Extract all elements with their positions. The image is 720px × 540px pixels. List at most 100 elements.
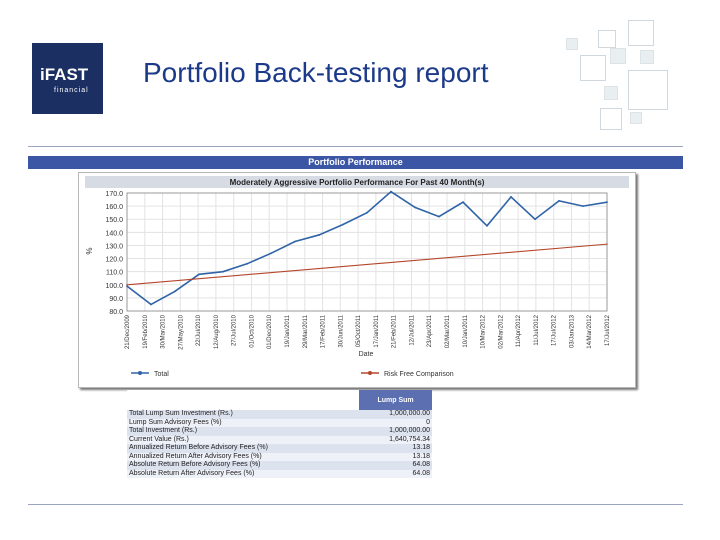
row-value: 1,000,000.00: [359, 410, 432, 419]
row-label: Absolute Return Before Advisory Fees (%): [127, 461, 360, 470]
y-tick-label: 170.0: [105, 191, 123, 198]
data-point: [534, 218, 536, 221]
data-point: [318, 234, 320, 236]
legend-label: Risk Free Comparison: [384, 371, 454, 378]
x-tick-label: 23/Apr/2011: [427, 314, 433, 347]
row-value: 1,000,000.00: [359, 427, 432, 436]
y-tick-label: 120.0: [105, 257, 123, 264]
table-header-empty: [127, 390, 360, 410]
table-row: Annualized Return After Advisory Fees (%…: [127, 452, 432, 461]
data-point: [294, 240, 296, 243]
performance-chart: Moderately Aggressive Portfolio Performa…: [78, 172, 636, 388]
deco-square: [580, 55, 606, 81]
row-label: Absolute Return After Advisory Fees (%): [127, 469, 360, 478]
x-tick-label: 17/Jul/2012: [552, 314, 558, 346]
top-divider: [28, 146, 683, 147]
deco-square: [566, 38, 578, 50]
deco-square: [628, 70, 668, 110]
deco-square: [598, 30, 616, 48]
chart-title-bar: [85, 176, 629, 188]
deco-square: [640, 50, 654, 64]
table-row: Annualized Return Before Advisory Fees (…: [127, 444, 432, 453]
table-row: Absolute Return After Advisory Fees (%) 6…: [127, 469, 432, 478]
y-tick-label: 90.0: [109, 296, 123, 303]
row-value: 1,640,754.34: [359, 435, 432, 444]
data-point: [222, 270, 224, 273]
data-point: [558, 199, 560, 202]
section-header: Portfolio Performance: [28, 156, 683, 169]
logo-text: iFAST: [40, 65, 89, 84]
row-label: Lump Sum Advisory Fees (%): [127, 418, 360, 427]
y-tick-label: 160.0: [105, 204, 123, 211]
x-tick-label: 03/Jan/2013: [569, 314, 575, 348]
y-tick-labels: 80.0 90.0 100.0 110.0 120.0 130.0 140.0 150.0 16…: [105, 191, 123, 316]
x-tick-label: 02/Mar/2012: [498, 314, 504, 348]
data-point: [342, 223, 344, 226]
x-tick-label: 17/Jan/2011: [374, 314, 380, 347]
table-header-row: Lump Sum: [127, 390, 432, 410]
deco-square: [604, 86, 618, 100]
y-tick-label: 100.0: [105, 283, 123, 290]
series-lines: [126, 190, 608, 306]
grid: [126, 192, 608, 312]
row-value: 13.18: [359, 444, 432, 453]
table-row: Current Value (Rs.) 1,640,754.34: [127, 435, 432, 444]
data-point: [462, 201, 464, 204]
row-value: 64.08: [359, 469, 432, 478]
x-tick-label: 29/Mar/2011: [303, 314, 309, 348]
table-body: Total Lump Sum Investment (Rs.) 1,000,000…: [127, 410, 432, 478]
plot-frame: [126, 192, 608, 312]
x-tick-label: 01/Oct/2010: [249, 314, 255, 347]
data-point: [486, 224, 488, 227]
x-tick-label: 14/Mar/2012: [587, 314, 593, 348]
x-tick-label: 27/May/2010: [178, 314, 184, 349]
x-tick-label: 30/Mar/2010: [161, 314, 167, 348]
deco-square: [600, 108, 622, 130]
x-tick-label: 30/Jun/2011: [338, 314, 344, 347]
legend-label: Total: [154, 371, 169, 378]
x-tick-label: 21/Dec/2009: [125, 314, 131, 349]
data-point: [438, 215, 440, 218]
data-point: [246, 262, 248, 265]
x-tick-label: 10/Jan/2011: [463, 314, 469, 347]
deco-square: [610, 48, 626, 64]
x-tick-label: 01/Dec/2010: [267, 314, 273, 349]
series-line: [126, 190, 608, 306]
data-point: [270, 252, 272, 255]
x-tick-label: 11/Jul/2012: [534, 314, 540, 345]
x-tick-label: 22/Jul/2010: [196, 314, 202, 346]
data-point: [582, 205, 584, 208]
x-tick-labels: 21/Dec/2009 19/Feb/2010 30/Mar/2010 27/May/…: [125, 314, 611, 349]
table-row: Absolute Return Before Advisory Fees (%)…: [127, 461, 432, 470]
page-title: Portfolio Back-testing report: [143, 57, 489, 88]
data-point: [150, 303, 152, 306]
x-tick-label: 05/Oct/2011: [356, 314, 362, 347]
table-row: Lump Sum Advisory Fees (%) 0: [127, 418, 432, 427]
x-axis-label: Date: [359, 351, 374, 358]
data-point: [414, 206, 416, 209]
row-value: 0: [359, 418, 432, 427]
x-tick-label: 12/Aug/2010: [214, 314, 220, 349]
series-line: [126, 243, 608, 286]
data-point: [126, 285, 128, 287]
x-tick-label: 19/Jan/2011: [285, 314, 291, 347]
row-label: Annualized Return After Advisory Fees (%…: [127, 452, 360, 461]
x-tick-label: 12/Jul/2011: [409, 314, 415, 345]
table-row: Total Lump Sum Investment (Rs.) 1,000,000…: [127, 410, 432, 419]
row-value: 13.18: [359, 452, 432, 461]
row-label: Current Value (Rs.): [127, 435, 360, 444]
legend-marker: [138, 371, 142, 375]
data-point: [606, 243, 608, 245]
data-point: [606, 201, 608, 204]
y-tick-label: 80.0: [109, 309, 123, 316]
y-tick-label: 150.0: [105, 217, 123, 224]
chart-title: Moderately Aggressive Portfolio Performa…: [230, 178, 485, 187]
deco-square: [630, 112, 642, 124]
x-tick-label: 19/Feb/2010: [143, 314, 149, 348]
chart-svg: Moderately Aggressive Portfolio Performa…: [85, 176, 629, 378]
y-tick-label: 110.0: [106, 270, 123, 277]
table-header-lump-sum: Lump Sum: [359, 390, 432, 410]
x-tick-label: 10/Mar/2012: [481, 314, 487, 348]
data-point: [126, 284, 128, 286]
y-tick-label: 140.0: [105, 230, 123, 237]
